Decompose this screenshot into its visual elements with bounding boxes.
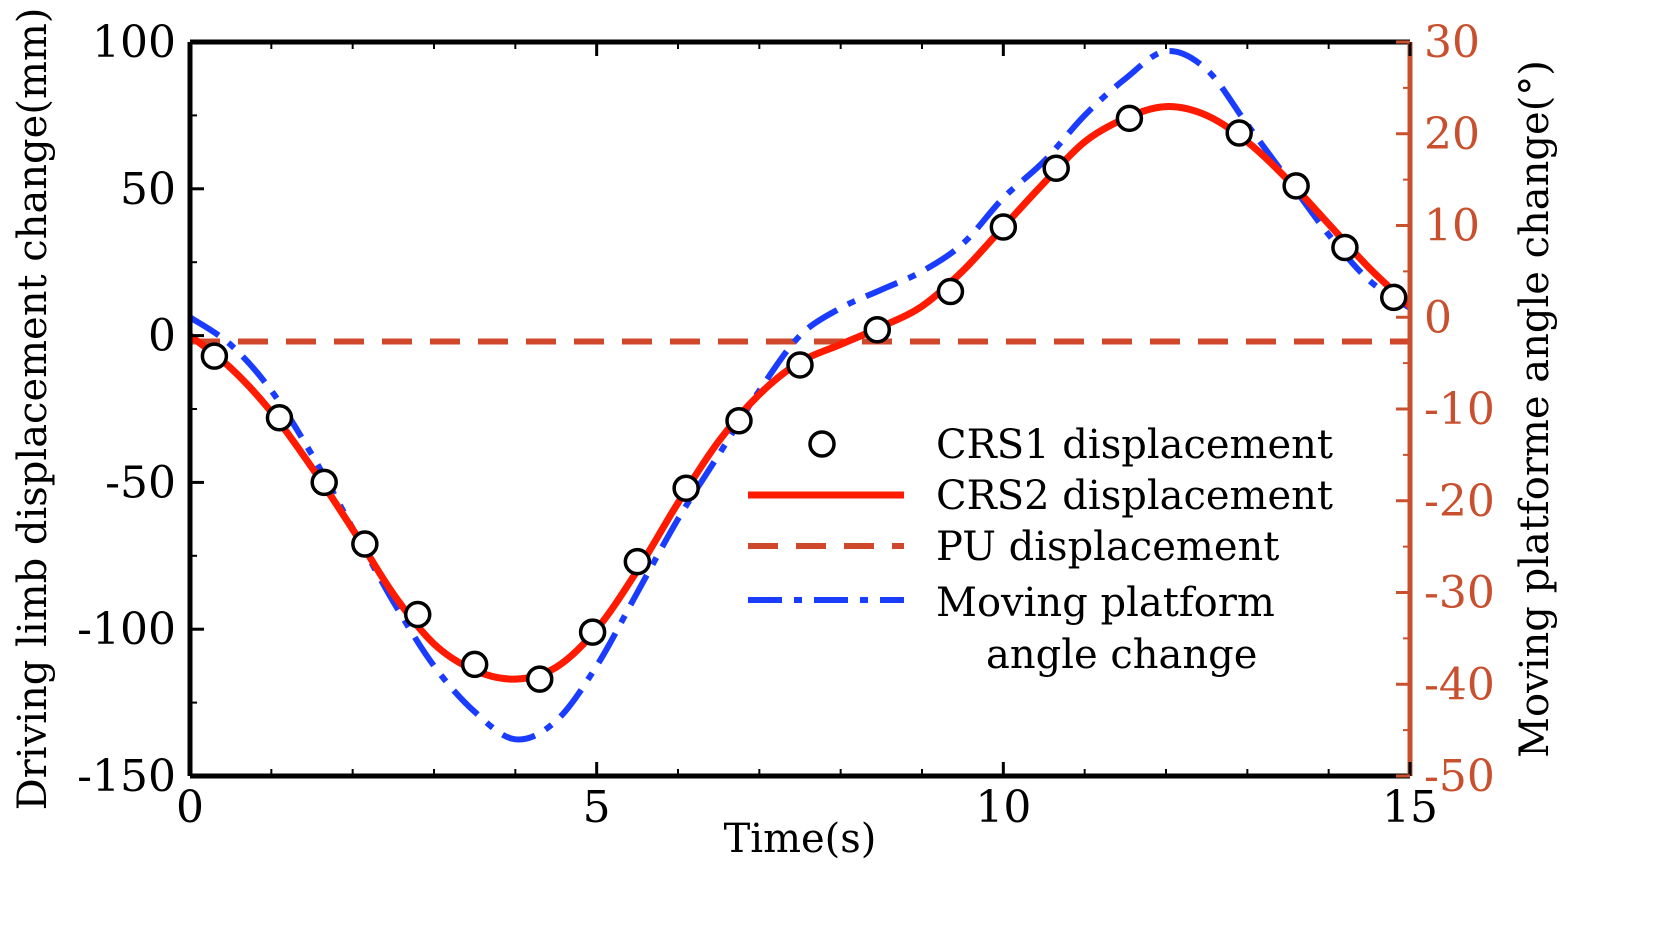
y-right-tick-label: -40 (1424, 659, 1495, 710)
crs1-point (265, 404, 294, 432)
crs1-point (403, 600, 432, 629)
y-right-tick-label: -20 (1424, 476, 1495, 527)
y-left-tick-label: 50 (120, 164, 176, 215)
crs1-point (989, 213, 1018, 241)
series-group (190, 48, 1410, 743)
y-right-tick-label: 30 (1424, 17, 1480, 68)
legend-label: CRS1 displacement (936, 422, 1333, 468)
crs1-point (725, 406, 753, 435)
legend-marker-crs1 (808, 430, 836, 458)
x-tick-label: 10 (975, 782, 1031, 833)
plot-area (190, 48, 1410, 743)
legend-label-line2: angle change (986, 632, 1257, 678)
y-right-tick-label: 0 (1424, 292, 1452, 343)
x-tick-label: 0 (176, 782, 204, 833)
y-left-tick-label: -150 (77, 751, 176, 802)
legend-label: PU displacement (936, 524, 1279, 570)
crs1-point (1331, 233, 1359, 262)
legend-label: Moving platform (936, 580, 1275, 626)
crs1-point (672, 474, 700, 503)
y-right-tick-label: 10 (1424, 201, 1480, 252)
crs1-point (460, 650, 489, 679)
y-left-tick-label: 0 (148, 311, 176, 362)
crs1-point (863, 315, 892, 344)
y-axis-label-left: Driving limb displacement change(mm) (10, 8, 56, 811)
crs1-point (578, 618, 607, 646)
y-left-tick-label: 100 (92, 17, 176, 68)
crs1-point (310, 468, 338, 497)
crs1-point (1282, 172, 1310, 200)
crs1-point (1225, 119, 1253, 147)
crs1-point (623, 547, 652, 576)
crs1-point (200, 342, 229, 370)
legend-label: CRS2 displacement (936, 473, 1333, 519)
series-platform-line (190, 48, 1410, 743)
x-tick-label: 15 (1382, 782, 1438, 833)
y-left-tick-label: -100 (77, 604, 176, 655)
y-axis-label-right: Moving platforme angle change(°) (1512, 60, 1558, 758)
crs1-point (936, 277, 965, 306)
x-axis-label: Time(s) (724, 816, 877, 862)
crs1-point (351, 530, 379, 558)
y-left-tick-label: -50 (105, 457, 176, 508)
legend: CRS1 displacement CRS2 displacement PU dis… (748, 422, 1333, 678)
crs1-point (786, 351, 814, 379)
crs1-point (1042, 154, 1070, 182)
y-right-tick-label: -30 (1424, 568, 1495, 619)
series-crs2-line (190, 103, 1410, 683)
y-right-tick-label: 20 (1424, 109, 1480, 160)
crs1-point (525, 665, 554, 693)
crs1-point (1379, 283, 1408, 312)
y-right-tick-label: -50 (1424, 751, 1495, 802)
x-tick-label: 5 (583, 782, 611, 833)
y-right-tick-label: -10 (1424, 384, 1495, 435)
crs1-point (1115, 104, 1144, 133)
axes: 0 5 10 15100500-50-100-1503020100-10-20-30-… (77, 17, 1495, 833)
